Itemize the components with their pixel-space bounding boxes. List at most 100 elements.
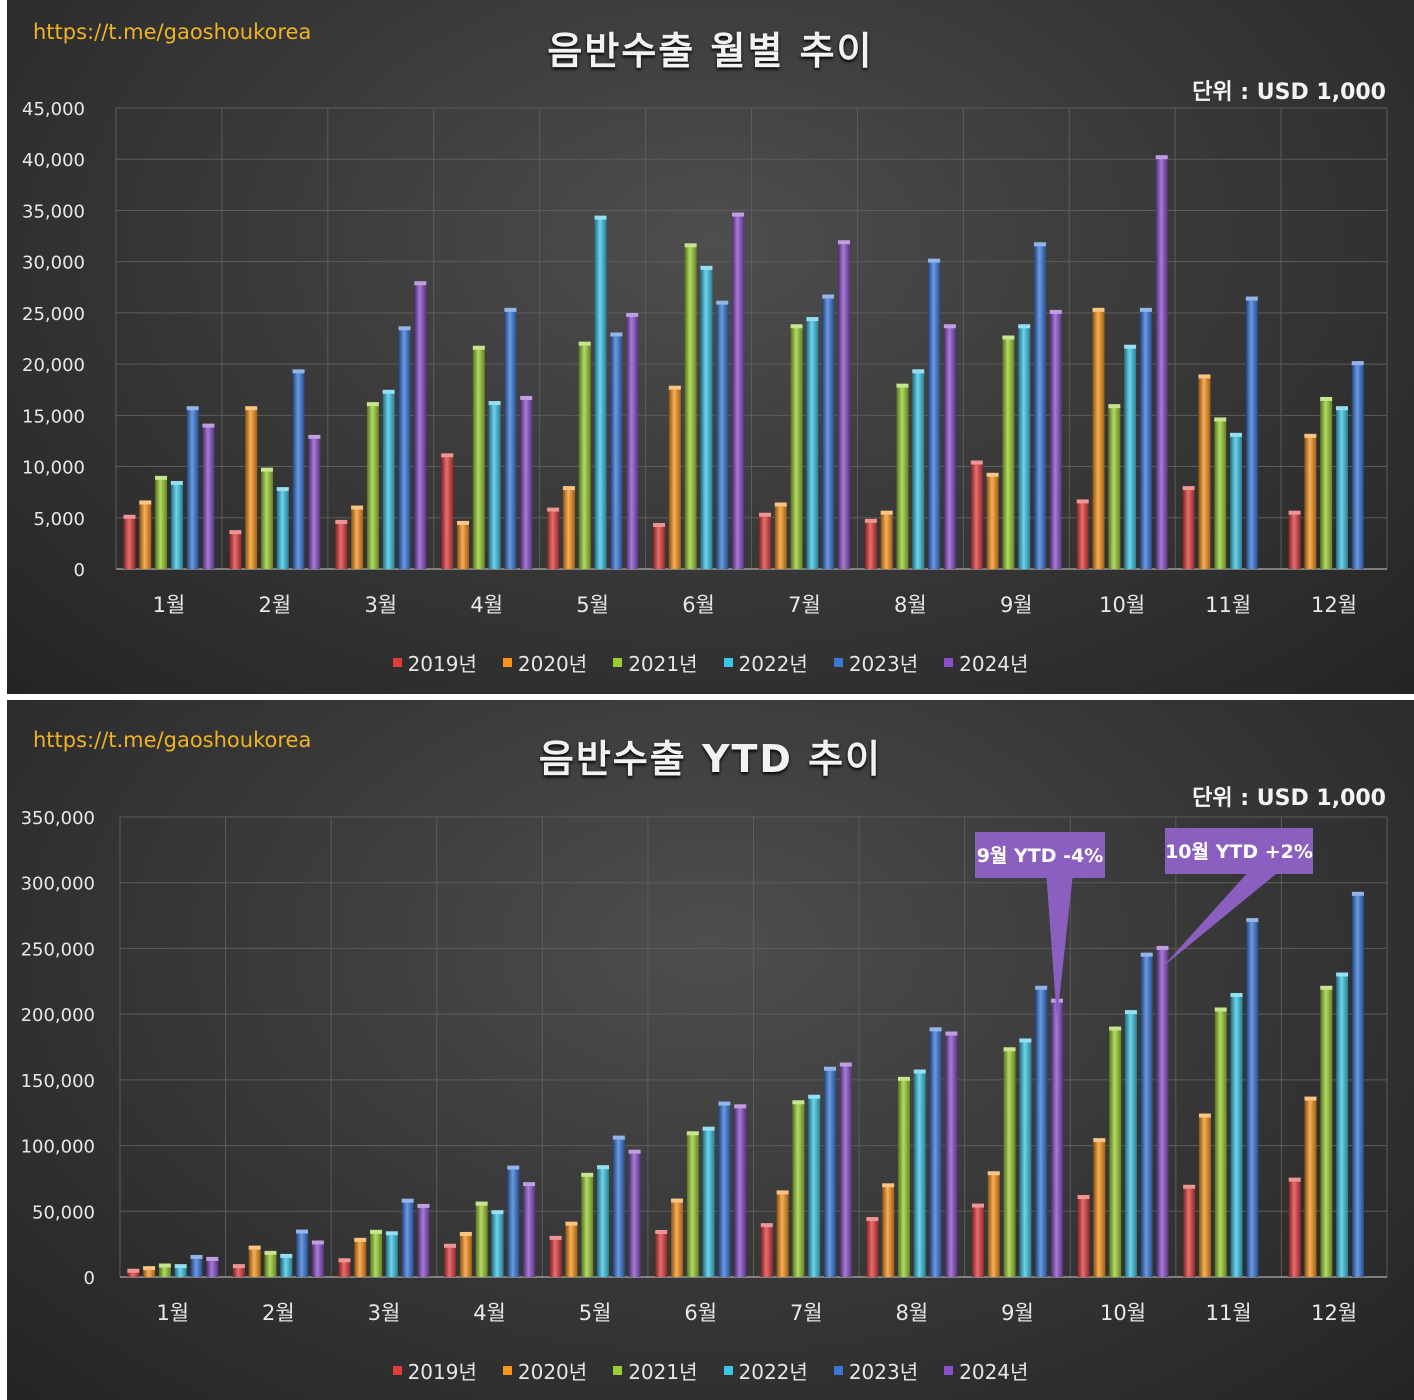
- bar-top: [260, 467, 273, 472]
- bar: [335, 522, 348, 569]
- bar-top: [354, 1237, 367, 1242]
- legend-swatch: [833, 658, 843, 667]
- bar-top: [370, 1229, 383, 1234]
- bar: [382, 392, 395, 569]
- legend-label: 2023년: [848, 1360, 919, 1384]
- bar-top: [351, 505, 364, 510]
- bar: [1335, 409, 1348, 569]
- x-category-label: 7월: [790, 1301, 823, 1325]
- bar-top: [880, 510, 893, 515]
- bar: [913, 1072, 926, 1277]
- bar-top: [776, 1190, 789, 1195]
- bar: [206, 1259, 219, 1277]
- unit-label: 단위 : USD 1,000: [1192, 80, 1386, 105]
- bar-top: [459, 1231, 472, 1236]
- y-tick-label: 35,000: [22, 201, 85, 222]
- monthly-bar-chart: 0 5,000 10,000 15,000 20,000 25,000 30,000 35,0…: [22, 99, 1388, 617]
- y-tick-label: 150,000: [21, 1071, 95, 1092]
- y-tick-label: 40,000: [22, 150, 85, 171]
- bar-top: [971, 1203, 984, 1208]
- bar: [774, 505, 787, 569]
- bar: [370, 1232, 383, 1277]
- bar: [444, 1246, 457, 1277]
- bar: [491, 1213, 504, 1277]
- bar-top: [311, 1240, 324, 1245]
- unit-label: 단위 : USD 1,000: [1192, 786, 1386, 811]
- bar: [547, 510, 560, 569]
- bar: [1109, 1029, 1122, 1277]
- bar: [1230, 435, 1243, 569]
- bar: [822, 297, 835, 569]
- y-tick-label: 250,000: [21, 939, 95, 960]
- bar: [1093, 1141, 1106, 1277]
- x-category-label: 10월: [1099, 593, 1145, 617]
- bar-top: [732, 212, 745, 217]
- bar: [1288, 1180, 1301, 1277]
- bar: [897, 1079, 910, 1277]
- bar: [628, 1152, 641, 1277]
- bar-top: [970, 460, 983, 465]
- bar: [245, 409, 258, 569]
- bar: [1019, 1041, 1032, 1277]
- bar: [806, 320, 819, 569]
- callout-label: 10월 YTD +2%: [1165, 841, 1313, 863]
- bar-top: [202, 423, 215, 428]
- bar: [202, 426, 215, 569]
- legend-label: 2021년: [628, 652, 698, 676]
- chart-title: 음반수출 월별 추이: [547, 29, 874, 73]
- bar-top: [578, 341, 591, 346]
- y-tick-label: 100,000: [21, 1137, 95, 1158]
- bar-top: [1288, 1177, 1301, 1182]
- bar: [882, 1186, 895, 1277]
- bar-top: [943, 324, 956, 329]
- legend-swatch: [392, 1366, 402, 1375]
- bar: [671, 1201, 684, 1277]
- bar: [504, 310, 517, 569]
- bar-top: [562, 486, 575, 491]
- bar-top: [1035, 985, 1048, 990]
- bar: [292, 372, 305, 569]
- bar-top: [700, 265, 713, 270]
- bar: [1198, 1116, 1211, 1277]
- monthly-chart-panel: https://t.me/gaoshoukorea 음반수출 월별 추이 단위 …: [7, 0, 1414, 694]
- bar-top: [758, 512, 771, 517]
- x-category-label: 6월: [684, 1301, 717, 1325]
- legend-label: 2020년: [517, 1360, 588, 1384]
- bar: [1156, 948, 1169, 1277]
- bar: [296, 1232, 309, 1277]
- x-category-label: 11월: [1205, 593, 1251, 617]
- bar: [700, 268, 713, 569]
- bar: [366, 405, 379, 569]
- bar-top: [248, 1245, 261, 1250]
- bar-top: [1182, 486, 1195, 491]
- legend-item: 2019년: [392, 1356, 477, 1385]
- bar-top: [945, 1031, 958, 1036]
- bar: [1336, 975, 1349, 1277]
- bar-top: [1245, 296, 1258, 301]
- y-tick-label: 25,000: [22, 304, 85, 325]
- bar-top: [671, 1198, 684, 1203]
- legend: 2019년 2020년 2021년 2022년 2023년 2024년: [7, 648, 1414, 677]
- x-category-label: 11월: [1206, 1301, 1252, 1325]
- x-category-label: 7월: [788, 593, 821, 617]
- x-category-label: 1월: [156, 1301, 189, 1325]
- bar-top: [170, 480, 183, 485]
- bar-top: [229, 530, 242, 535]
- x-category-label: 8월: [894, 593, 927, 617]
- bar-top: [1033, 242, 1046, 247]
- bar-top: [338, 1258, 351, 1263]
- bar: [308, 437, 321, 569]
- bar-top: [264, 1250, 277, 1255]
- bar-top: [594, 215, 607, 220]
- bar-top: [896, 383, 909, 388]
- y-tick-label: 0: [74, 560, 85, 581]
- bar-top: [912, 369, 925, 374]
- bar: [549, 1238, 562, 1277]
- bar-top: [414, 281, 427, 286]
- bar-top: [155, 475, 168, 480]
- legend-label: 2022년: [738, 1360, 808, 1384]
- bar: [1351, 894, 1364, 1277]
- bar-top: [808, 1094, 821, 1099]
- bar: [1320, 399, 1333, 569]
- bar: [971, 1206, 984, 1277]
